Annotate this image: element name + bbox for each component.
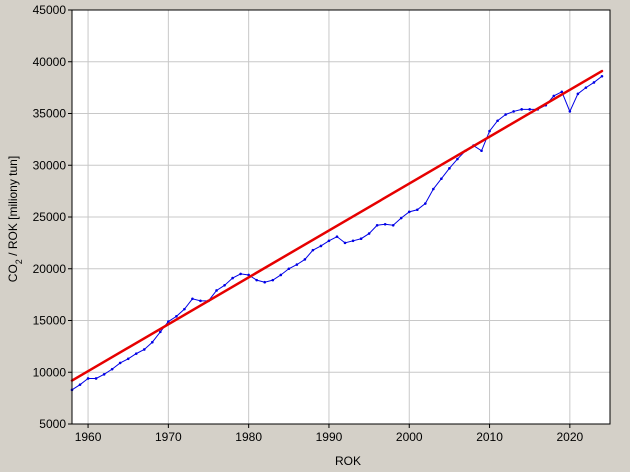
data-point (263, 280, 267, 284)
data-point (367, 232, 371, 235)
data-point (528, 108, 532, 111)
data-point (415, 208, 419, 212)
data-point (183, 307, 186, 311)
x-tick-label: 2020 (556, 430, 583, 444)
data-point (295, 263, 299, 266)
x-tick-label: 1970 (155, 430, 182, 444)
data-point (215, 289, 218, 292)
y-tick-label: 30000 (33, 158, 67, 172)
data-point (407, 210, 411, 214)
series-layer (70, 69, 604, 392)
data-point (191, 297, 194, 301)
data-point (303, 258, 307, 261)
data-point (134, 352, 138, 355)
x-tick-label: 1990 (316, 430, 343, 444)
data-point (359, 237, 363, 241)
y-tick-label: 20000 (33, 262, 67, 276)
y-axis-title-suffix: / ROK [miliony tun] (6, 156, 20, 259)
data-point (167, 320, 170, 323)
data-point (86, 377, 90, 380)
data-point (488, 129, 491, 133)
data-point (271, 278, 275, 282)
data-point (456, 157, 459, 161)
data-point (287, 267, 291, 271)
trend-line (70, 69, 604, 382)
data-point (391, 223, 395, 227)
x-tick-label: 1960 (75, 430, 102, 444)
data-point (424, 202, 427, 205)
axis-ticks: 1960 1970 1980 1990 2000 2010 2020 5000 10000 150… (33, 3, 584, 444)
y-tick-label: 35000 (33, 107, 67, 121)
x-tick-label: 2010 (476, 430, 503, 444)
data-point (576, 92, 580, 96)
data-point (440, 177, 443, 181)
data-point (520, 108, 523, 111)
data-point (351, 239, 355, 243)
data-point (592, 81, 596, 84)
data-point (142, 348, 146, 351)
data-point (480, 149, 483, 153)
data-point (223, 284, 226, 287)
data-point (504, 113, 507, 116)
data-point (335, 235, 339, 238)
y-tick-label: 25000 (33, 210, 67, 224)
data-point (311, 248, 315, 252)
data-point (600, 74, 604, 78)
x-tick-label: 2000 (396, 430, 423, 444)
data-point (432, 187, 435, 191)
data-point (343, 241, 347, 245)
data-point (319, 244, 323, 248)
x-axis-title: ROK (335, 454, 361, 468)
data-point (159, 330, 162, 334)
data-point (118, 361, 122, 365)
data-point (110, 367, 114, 371)
y-tick-label: 15000 (33, 314, 67, 328)
data-point (552, 94, 556, 98)
x-tick-label: 1980 (235, 430, 262, 444)
data-point (175, 315, 178, 318)
y-tick-label: 5000 (39, 417, 66, 431)
data-point (255, 278, 258, 282)
data-point (383, 222, 387, 226)
data-point (560, 90, 564, 94)
data-point (94, 377, 98, 380)
data-point (126, 357, 130, 361)
y-tick-label: 40000 (33, 55, 67, 69)
data-point (150, 340, 154, 344)
data-point (327, 239, 331, 243)
data-point (448, 167, 451, 170)
y-axis-title: CO2 / ROK [miliony tun] (6, 156, 24, 282)
data-point (102, 373, 106, 376)
data-point (279, 273, 283, 277)
data-point (512, 110, 515, 113)
data-point (399, 216, 403, 220)
data-point (231, 276, 234, 280)
data-point (239, 272, 242, 276)
data-point (199, 299, 202, 303)
y-axis-title-subscript: 2 (14, 259, 24, 264)
data-point (496, 119, 499, 123)
y-tick-label: 45000 (33, 3, 67, 17)
data-point (78, 383, 82, 386)
y-tick-label: 10000 (33, 365, 67, 379)
data-point (568, 110, 572, 113)
data-point (375, 223, 379, 227)
data-point (584, 86, 588, 89)
y-axis-title-prefix: CO (6, 264, 20, 282)
